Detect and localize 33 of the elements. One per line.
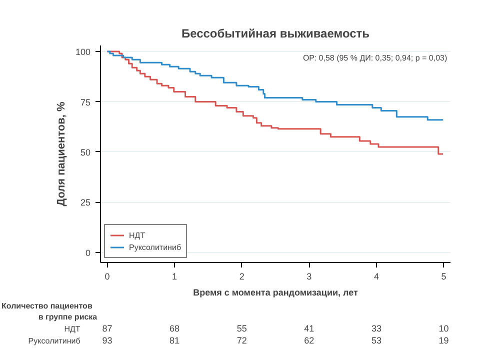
text: Количество пациентов: [2, 302, 92, 310]
text: Руксолитиниб: [28, 336, 81, 346]
text: 68: [170, 324, 180, 334]
text: в группе риска: [38, 312, 98, 322]
text: 62: [304, 336, 314, 346]
y-tick-label: 50: [80, 147, 91, 158]
text: 55: [236, 324, 247, 334]
text: 93: [102, 336, 112, 346]
text: 72: [236, 336, 247, 346]
x-tick-label: 4: [374, 272, 379, 282]
y-axis-title: Доля пациентов, %: [55, 102, 68, 206]
x-tick-label: 5: [441, 272, 446, 282]
y-tick-label: 100: [75, 47, 91, 58]
x-tick-label: 2: [239, 272, 244, 282]
x-tick-label: 1: [172, 272, 178, 282]
x-tick-label: 0: [104, 272, 110, 282]
text: 33: [371, 324, 382, 334]
chart-title: Бессобытийная выживаемость: [181, 26, 370, 40]
text: 10: [438, 324, 449, 334]
annotation: ОР: 0,58 (95 % ДИ: 0,35; 0,94; p = 0,03): [302, 54, 448, 63]
x-tick-label: 3: [306, 272, 312, 282]
text: НДТ: [64, 324, 80, 334]
y-tick-label: 25: [80, 198, 91, 208]
x-axis-title: Время с момента рандомизации, лет: [193, 288, 358, 298]
legend-label: Руксолитиниб: [129, 242, 182, 252]
y-tick-label: 75: [80, 97, 91, 108]
text: 53: [371, 336, 382, 346]
text: 87: [102, 324, 112, 334]
legend-label: НДТ: [129, 230, 146, 240]
y-tick-label: 0: [85, 248, 91, 258]
text: 19: [438, 336, 449, 346]
text: 81: [170, 336, 180, 346]
text: 41: [304, 324, 314, 334]
